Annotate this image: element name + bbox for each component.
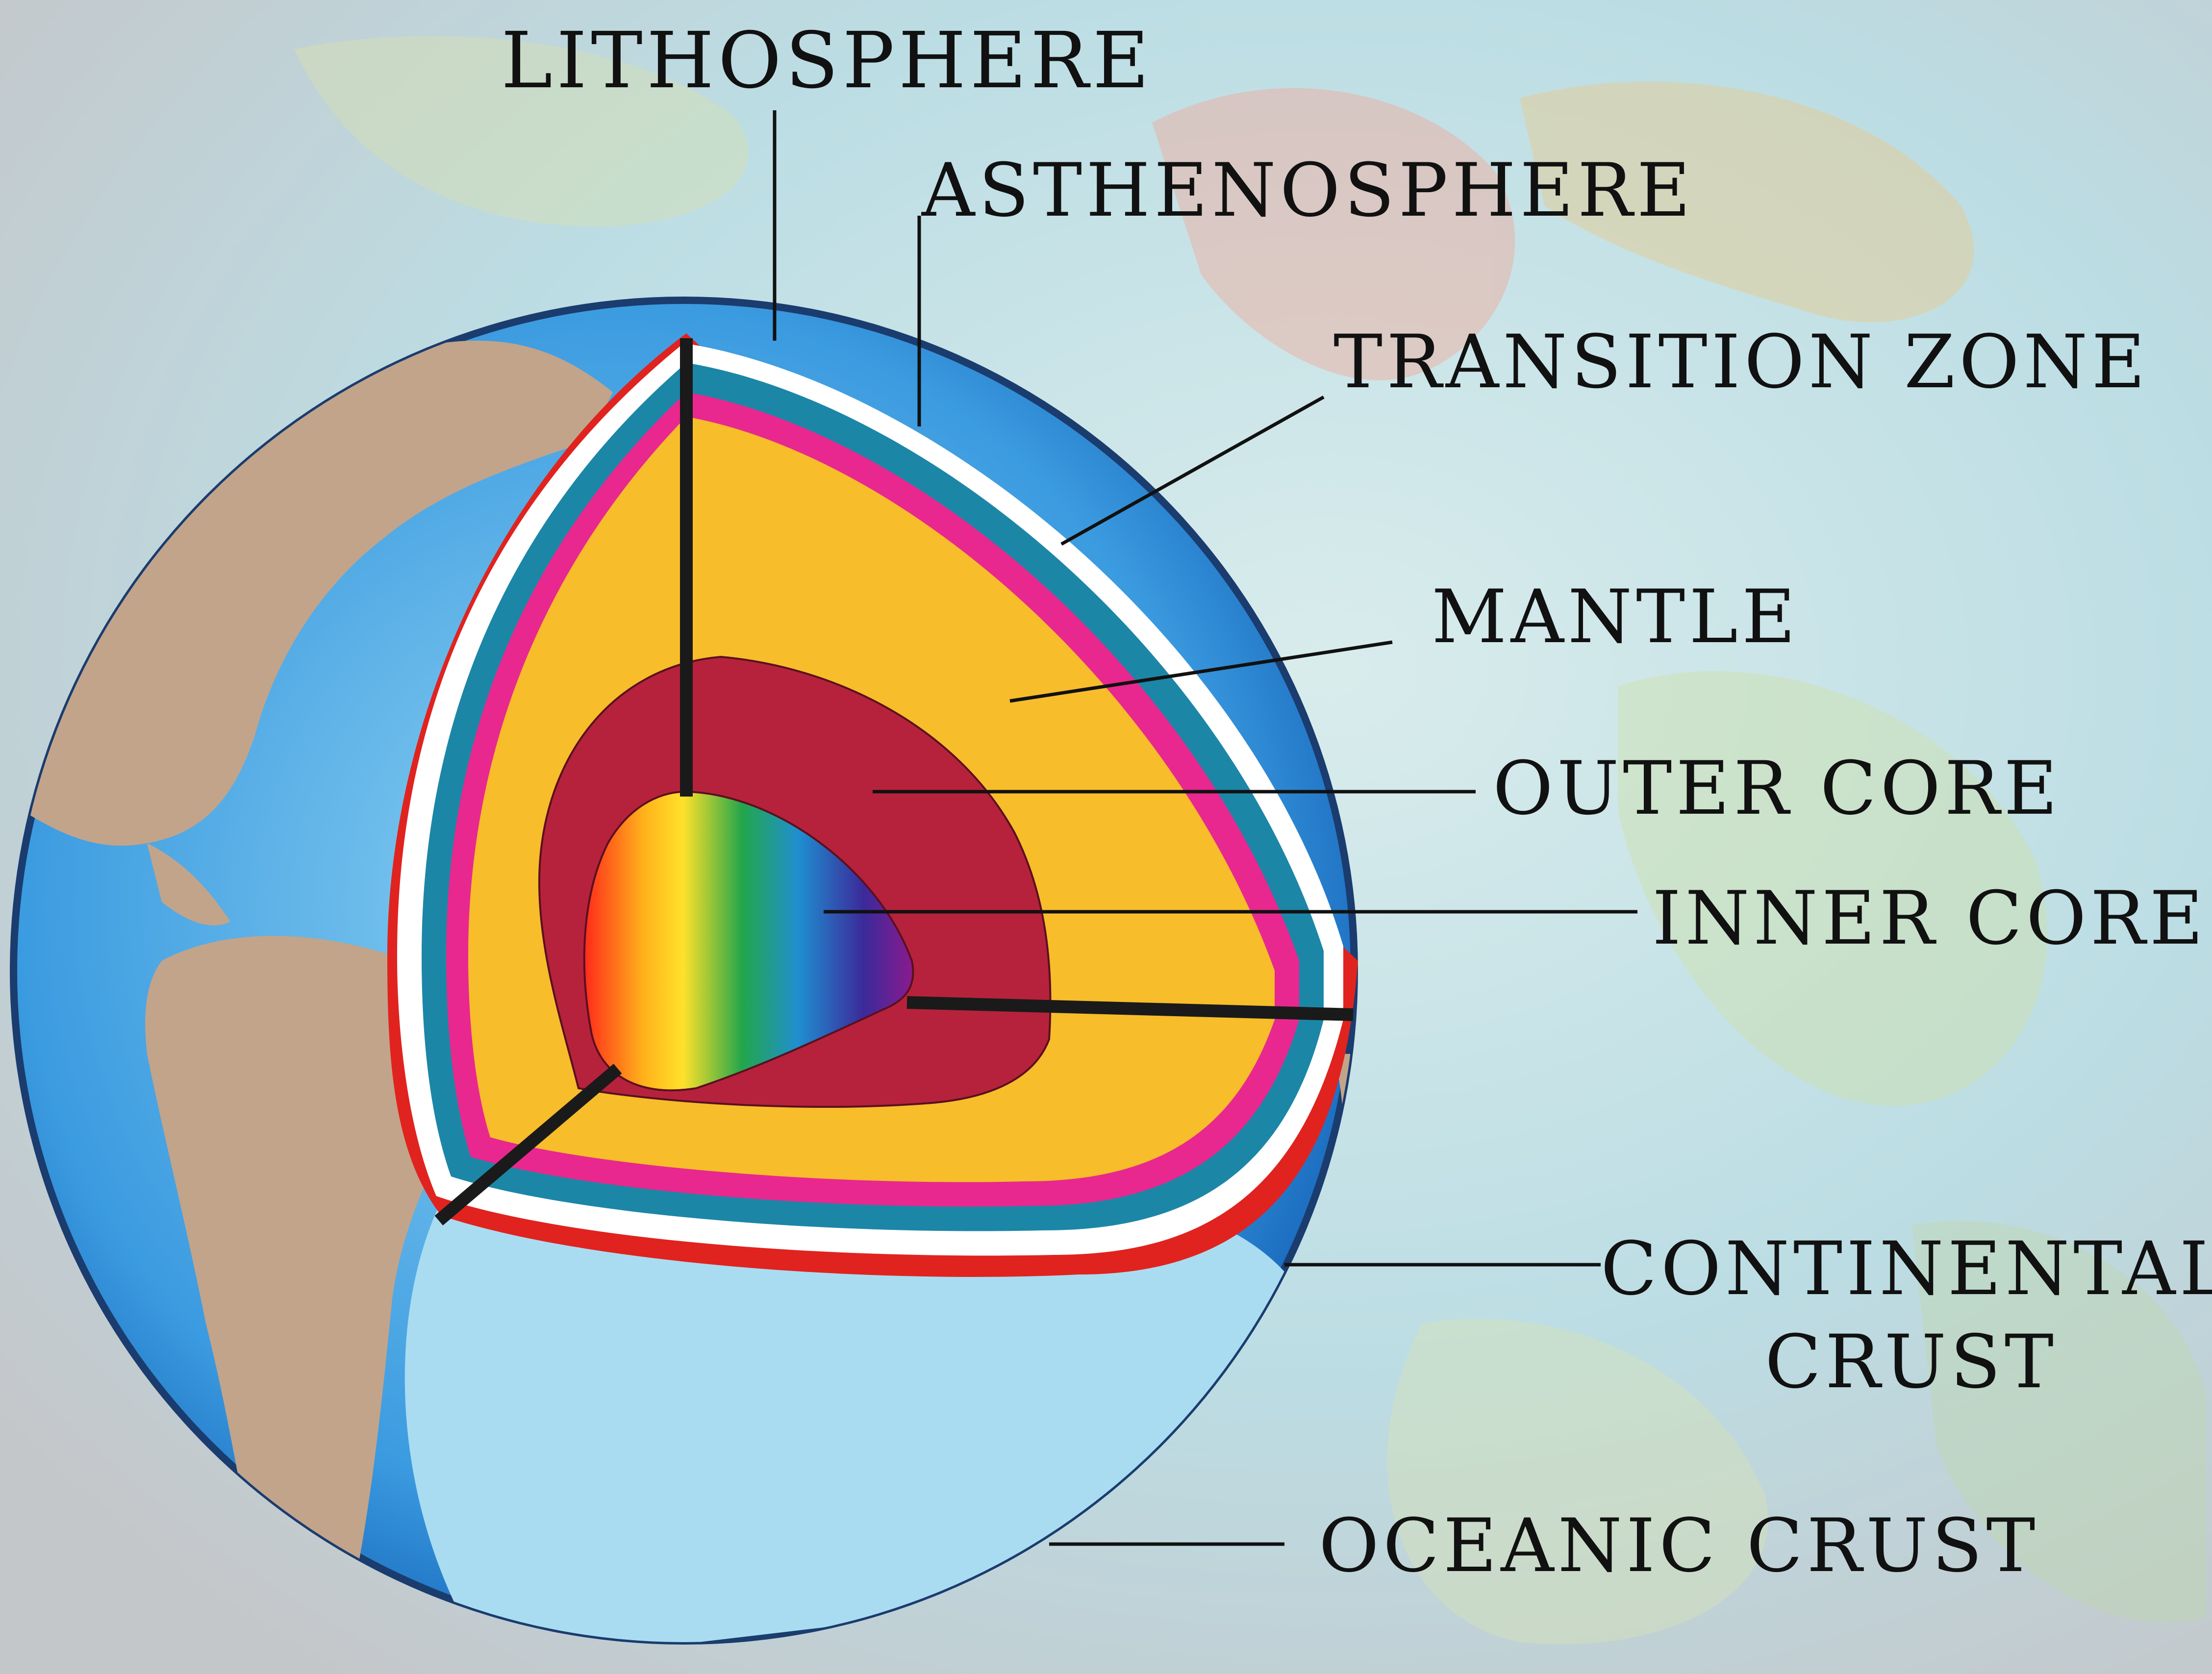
- label-continental-crust-line2: CRUST: [1765, 1320, 2058, 1405]
- label-inner-core: INNER CORE: [1652, 876, 2207, 961]
- label-outer-core: OUTER CORE: [1493, 746, 2061, 831]
- leader-transition-zone: [1060, 395, 1325, 546]
- label-lithosphere: LITHOSPHERE: [501, 16, 1153, 106]
- horizontal-axis-line: [906, 996, 1354, 1021]
- north-america-landmass: [20, 340, 613, 846]
- label-mantle: MANTLE: [1432, 575, 1799, 660]
- label-oceanic-crust: OCEANIC CRUST: [1319, 1503, 2039, 1589]
- label-asthenosphere: ASTHENOSPHERE: [921, 148, 1694, 233]
- inner-core: [583, 790, 914, 1092]
- leader-mantle: [1009, 640, 1393, 703]
- leader-lines: [773, 110, 1637, 1546]
- diagonal-axis-line: [434, 1064, 622, 1225]
- background-landmasses: [294, 36, 2206, 1645]
- label-transition-zone: TRANSITION ZONE: [1333, 320, 2149, 405]
- cutaway-wedge: [387, 333, 1358, 1277]
- label-continental-crust-line1: CONTINENTAL: [1601, 1226, 2212, 1312]
